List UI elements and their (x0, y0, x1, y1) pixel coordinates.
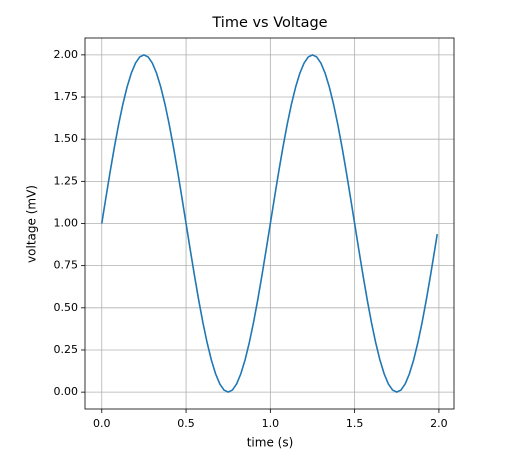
x-axis-label: time (s) (247, 436, 294, 450)
y-tick-label: 1.75 (54, 90, 79, 103)
y-tick-label: 1.50 (54, 132, 79, 145)
x-tick-label: 2.0 (430, 417, 448, 430)
y-axis-label: voltage (mV) (25, 185, 39, 263)
x-tick-label: 1.5 (346, 417, 364, 430)
y-tick-label: 0.00 (54, 385, 79, 398)
x-tick-label: 0.0 (93, 417, 111, 430)
y-tick-label: 2.00 (54, 48, 79, 61)
y-tick-label: 0.75 (54, 259, 79, 272)
y-tick-label: 0.50 (54, 301, 79, 314)
x-tick-label: 1.0 (262, 417, 280, 430)
chart-title: Time vs Voltage (211, 15, 327, 31)
line (100, 53, 439, 394)
plot-frame (84, 37, 455, 410)
y-tick-label: 1.25 (54, 174, 79, 187)
y-tick-label: 0.25 (54, 343, 79, 356)
y-tick-label: 1.00 (54, 217, 79, 230)
x-tick-label: 0.5 (177, 417, 195, 430)
